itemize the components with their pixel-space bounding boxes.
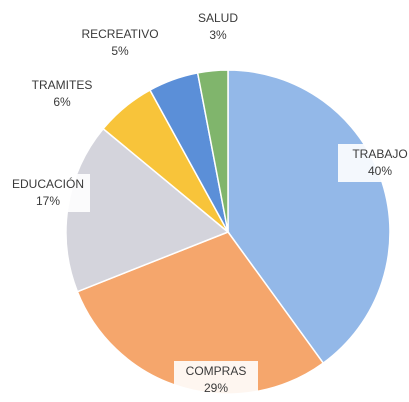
label-box: [174, 361, 258, 399]
label-box: [338, 144, 409, 182]
data-label: EDUCACIÓN 17%: [6, 174, 90, 212]
label-box: [20, 75, 104, 113]
data-label: SALUD 3%: [176, 8, 260, 46]
label-category: SALUD: [198, 11, 238, 25]
label-value: 3%: [209, 28, 227, 42]
data-label: TRABAJO 40%: [338, 144, 409, 182]
data-label: COMPRAS 29%: [174, 361, 258, 399]
label-box: [176, 8, 260, 46]
label-value: 29%: [204, 381, 228, 395]
label-value: 17%: [36, 194, 60, 208]
label-category: COMPRAS: [186, 364, 247, 378]
label-category: TRABAJO: [352, 147, 407, 161]
label-category: TRAMITES: [32, 78, 93, 92]
label-box: [78, 24, 162, 62]
label-value: 5%: [111, 44, 129, 58]
label-value: 40%: [368, 164, 392, 178]
data-label: RECREATIVO 5%: [78, 24, 162, 62]
data-label: TRAMITES 6%: [20, 75, 104, 113]
pie-slice: [196, 69, 229, 233]
label-category: RECREATIVO: [81, 27, 158, 41]
label-value: 6%: [53, 95, 71, 109]
label-box: [6, 174, 90, 212]
label-category: EDUCACIÓN: [12, 176, 84, 191]
